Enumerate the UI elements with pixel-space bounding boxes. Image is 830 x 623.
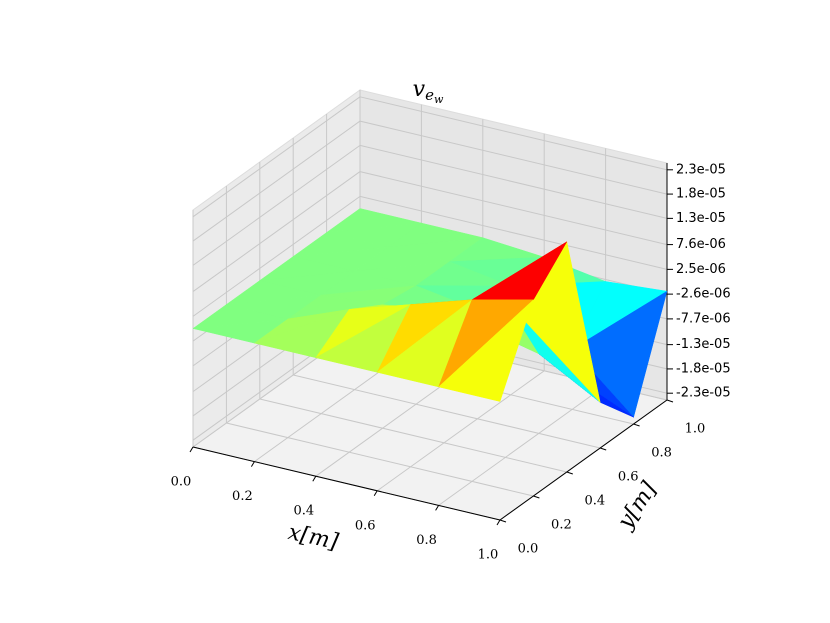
y-tick-label: 1.0 <box>685 422 706 437</box>
y-axis-label: y[m] <box>613 477 663 534</box>
surface-facet <box>438 298 534 402</box>
z-tick-label: -7.7e-06 <box>676 311 731 326</box>
y-tick <box>499 519 507 523</box>
z-tick-label: 1.8e-05 <box>676 187 726 202</box>
x-tick <box>373 490 378 497</box>
z-tick-label: 2.5e-06 <box>676 262 726 277</box>
title-base: v <box>413 77 426 102</box>
grid-line <box>192 120 361 242</box>
x-tick <box>496 519 501 526</box>
x-tick-label: 0.8 <box>416 533 437 548</box>
y-tick <box>633 423 640 427</box>
x-tick-label: 0.6 <box>355 518 376 533</box>
grid-line <box>359 120 668 195</box>
grid-line <box>192 195 361 317</box>
grid-line <box>226 422 534 497</box>
y-tick-label: 0.0 <box>518 542 539 557</box>
grid-line <box>359 96 668 171</box>
y-tick <box>533 495 540 499</box>
y-tick-label: 0.4 <box>584 494 605 509</box>
y-tick <box>566 471 573 475</box>
x-tick-label: 1.0 <box>478 548 499 563</box>
grid-line <box>376 370 545 492</box>
grid-line <box>192 144 361 266</box>
z-tick-label: -2.3e-05 <box>676 386 731 401</box>
title-subsubscript: w <box>434 93 444 106</box>
axis-line <box>499 399 668 521</box>
x-tick <box>435 505 440 511</box>
chart-title: vew <box>413 77 444 106</box>
y-tick-label: 0.2 <box>551 518 572 533</box>
z-tick-label: 2.3e-05 <box>676 162 726 177</box>
y-tick <box>666 399 674 403</box>
x-tick-label: 0.4 <box>293 504 314 519</box>
z-tick-label: -2.6e-06 <box>676 287 731 302</box>
x-tick <box>189 446 194 453</box>
x-tick <box>250 461 255 467</box>
grid-line <box>438 384 606 506</box>
grid-line <box>259 398 567 473</box>
grid-line <box>359 195 668 270</box>
y-tick-label: 0.8 <box>651 446 672 461</box>
grid-line <box>293 374 601 449</box>
grid-line <box>192 96 361 218</box>
z-tick-label: 7.6e-06 <box>676 237 726 252</box>
z-tick-label: -1.8e-05 <box>676 361 731 376</box>
x-tick-label: 0.0 <box>171 475 192 490</box>
x-axis-label: x[m] <box>286 520 341 555</box>
z-tick-label: -1.3e-05 <box>676 337 731 352</box>
axis-line <box>192 446 501 521</box>
x-tick-label: 0.2 <box>232 489 253 504</box>
y-tick <box>600 447 607 451</box>
grid-line <box>359 144 668 219</box>
z-tick-label: 1.3e-05 <box>676 211 726 226</box>
title-subscript: e <box>425 86 434 104</box>
x-tick <box>312 475 317 482</box>
grid-line <box>359 171 668 246</box>
y-tick-label: 0.6 <box>618 470 639 485</box>
grid-line <box>192 171 361 292</box>
